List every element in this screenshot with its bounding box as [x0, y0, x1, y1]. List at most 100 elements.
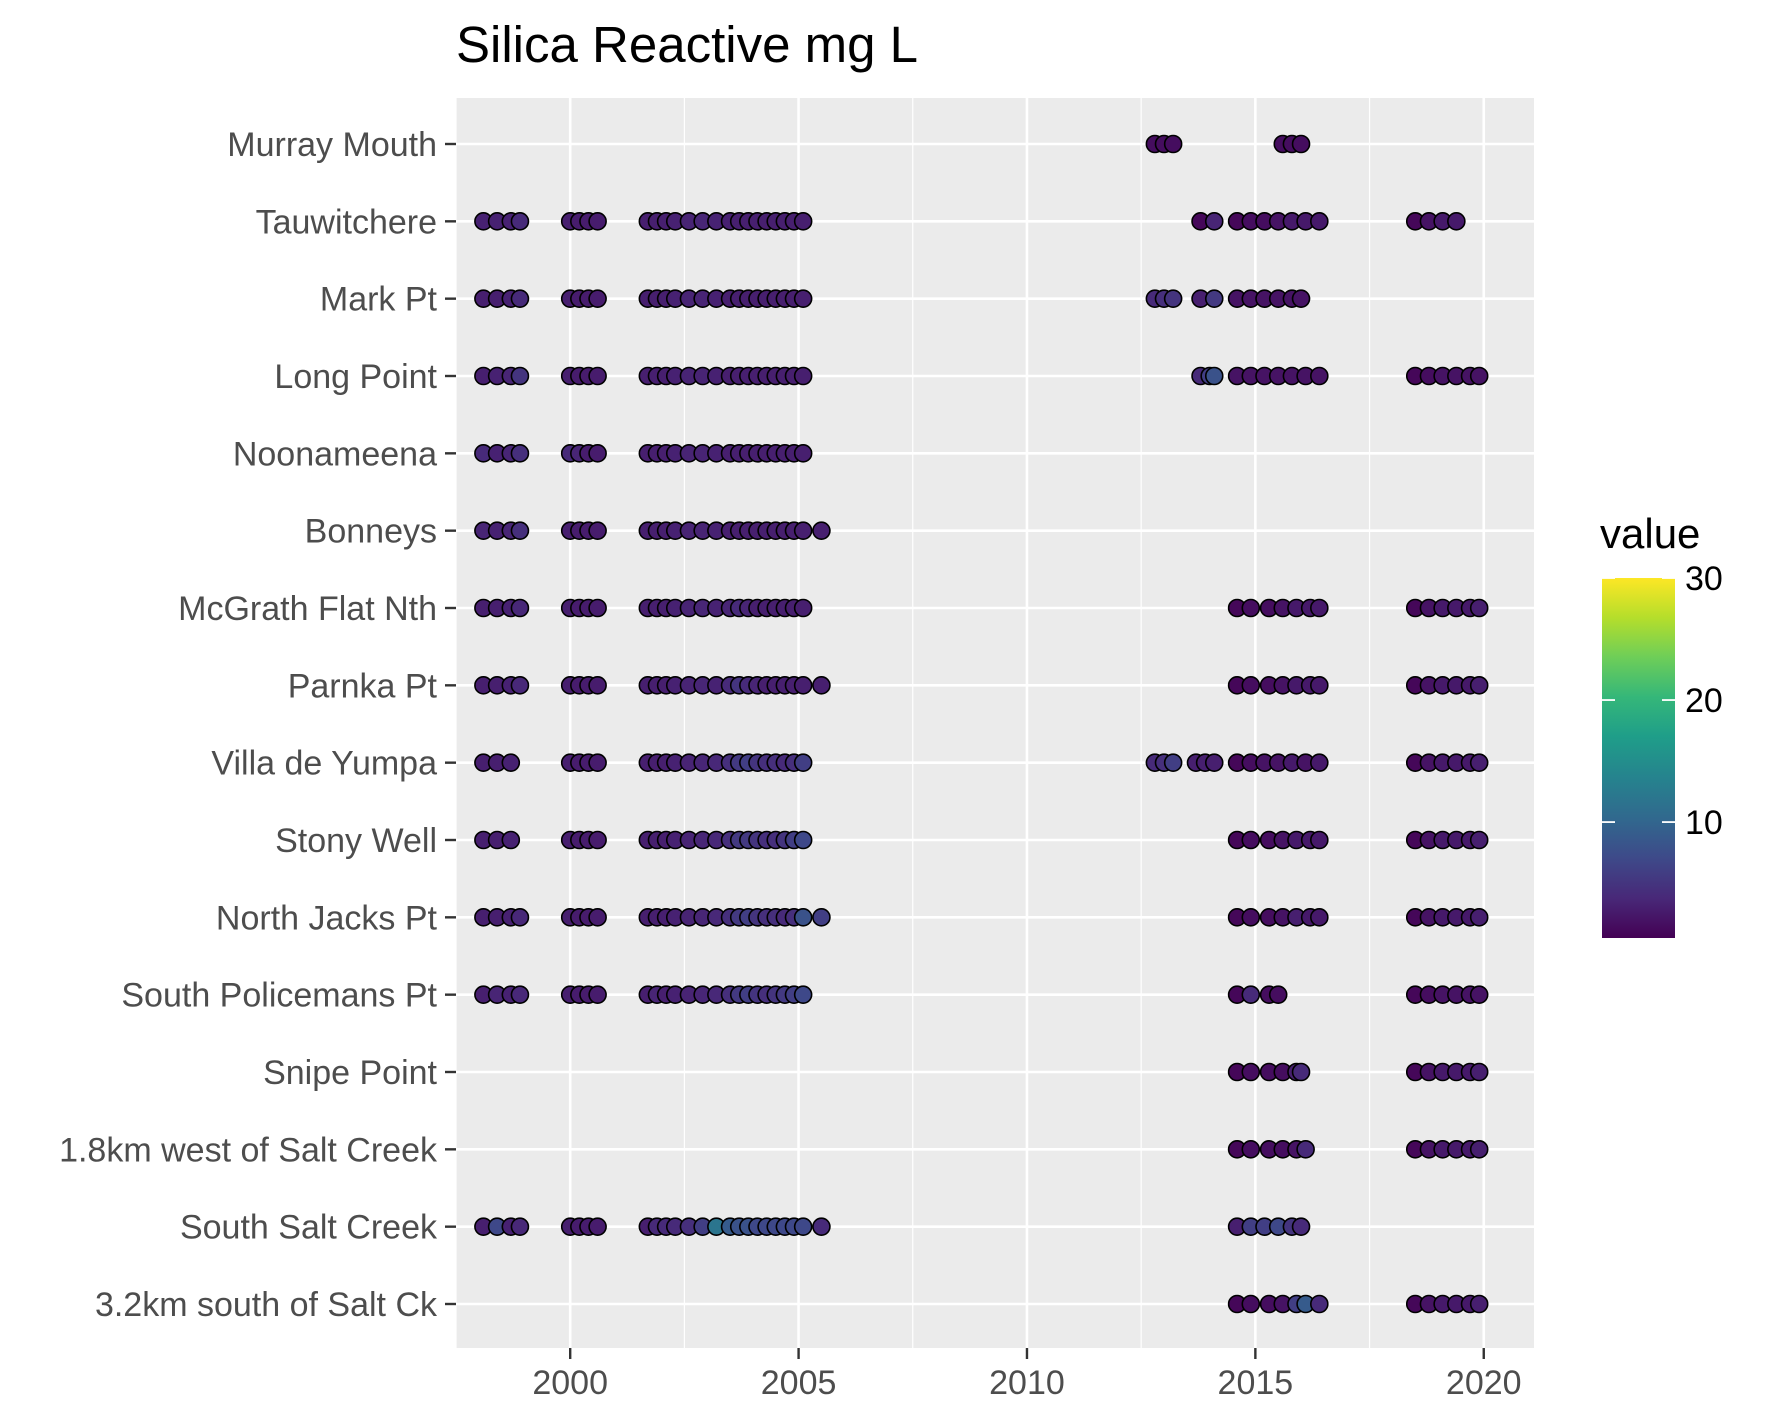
data-point: [1469, 1062, 1489, 1082]
data-point: [793, 676, 813, 695]
data-point: [1469, 830, 1489, 850]
data-point: [1447, 212, 1466, 231]
y-tick-label: Villa de Yumpa: [211, 745, 437, 783]
data-point: [501, 753, 521, 772]
data-point: [1469, 908, 1489, 927]
data-point: [812, 908, 831, 927]
y-tick-label: Parnka Pt: [288, 667, 438, 705]
data-point: [793, 1217, 813, 1236]
data-point: [588, 521, 607, 540]
data-point: [588, 366, 607, 386]
data-point: [1241, 1062, 1261, 1082]
data-point: [1310, 676, 1329, 695]
legend-tick-label: 10: [1685, 804, 1723, 842]
y-axis: Murray Mouth Tauwitchere Mark Pt Long Point…: [59, 126, 456, 1324]
x-tick-label: 2000: [532, 1364, 608, 1402]
x-tick-label: 2005: [761, 1364, 837, 1402]
data-point: [510, 676, 530, 695]
data-point: [1310, 598, 1329, 618]
data-point: [1163, 134, 1183, 154]
data-point: [510, 444, 530, 463]
y-tick-label: McGrath Flat Nth: [178, 590, 437, 628]
data-point: [793, 908, 813, 927]
data-point: [1310, 1294, 1329, 1314]
data-point: [1469, 366, 1489, 386]
data-point: [793, 753, 813, 772]
data-point: [510, 908, 530, 927]
data-point: [1310, 366, 1329, 386]
data-point: [793, 366, 813, 386]
data-point: [1241, 598, 1261, 618]
data-point: [1204, 212, 1224, 231]
y-tick-label: Murray Mouth: [227, 126, 437, 164]
data-point: [588, 753, 607, 772]
data-point: [1241, 676, 1261, 695]
y-tick-label: Stony Well: [275, 822, 437, 860]
data-point: [588, 676, 607, 695]
data-point: [1268, 985, 1288, 1004]
data-point: [1163, 753, 1183, 772]
data-point: [1204, 289, 1224, 308]
data-point: [1291, 1062, 1311, 1082]
legend-tick-label: 30: [1685, 560, 1723, 598]
data-point: [793, 444, 813, 463]
y-tick-label: Bonneys: [305, 513, 437, 551]
y-tick-label: Snipe Point: [263, 1054, 437, 1092]
data-point: [793, 830, 813, 850]
data-point: [510, 289, 530, 308]
data-point: [793, 521, 813, 540]
data-point: [510, 1217, 530, 1236]
data-point: [588, 908, 607, 927]
data-point: [1241, 985, 1261, 1004]
legend-ticks: 10 20 30: [1602, 560, 1723, 842]
data-point: [812, 676, 831, 695]
data-point: [501, 830, 521, 850]
data-point: [510, 521, 530, 540]
data-point: [510, 366, 530, 386]
data-point: [793, 598, 813, 618]
data-point: [510, 985, 530, 1004]
data-point: [812, 1217, 831, 1236]
data-point: [588, 212, 607, 231]
x-tick-label: 2020: [1446, 1364, 1522, 1402]
legend-title: value: [1600, 510, 1700, 557]
data-point: [588, 444, 607, 463]
data-point: [793, 985, 813, 1004]
data-point: [588, 985, 607, 1004]
data-point: [1296, 1140, 1315, 1159]
data-point: [1204, 366, 1224, 386]
x-axis: 2000 2005 2010 2015 2020: [532, 1348, 1522, 1402]
x-tick-label: 2015: [1218, 1364, 1294, 1402]
data-point: [1310, 212, 1329, 231]
y-tick-label: Tauwitchere: [256, 203, 437, 241]
data-point: [588, 1217, 607, 1236]
data-point: [510, 598, 530, 618]
data-point: [588, 289, 607, 308]
y-tick-label: North Jacks Pt: [216, 899, 438, 937]
x-tick-label: 2010: [989, 1364, 1065, 1402]
legend-tick-label: 20: [1685, 682, 1723, 720]
data-point: [793, 212, 813, 231]
color-legend: value 10 20 30: [1600, 510, 1723, 938]
data-point: [1241, 830, 1261, 850]
data-point: [1291, 1217, 1311, 1236]
data-point: [1291, 134, 1311, 154]
plot-panel: [456, 98, 1534, 1348]
data-point: [588, 598, 607, 618]
data-point: [1241, 1140, 1261, 1159]
data-point: [812, 521, 831, 540]
data-point: [1469, 598, 1489, 618]
data-point: [1469, 1140, 1489, 1159]
data-point: [1310, 753, 1329, 772]
data-point: [1241, 1294, 1261, 1314]
data-point: [1469, 676, 1489, 695]
chart-title: Silica Reactive mg L: [456, 16, 918, 73]
data-point: [793, 289, 813, 308]
data-point: [510, 212, 530, 231]
legend-colorbar: [1602, 578, 1675, 938]
y-tick-label: 3.2km south of Salt Ck: [95, 1286, 438, 1324]
y-tick-label: Mark Pt: [320, 281, 438, 319]
y-tick-label: South Salt Creek: [180, 1209, 438, 1247]
data-point: [1241, 908, 1261, 927]
